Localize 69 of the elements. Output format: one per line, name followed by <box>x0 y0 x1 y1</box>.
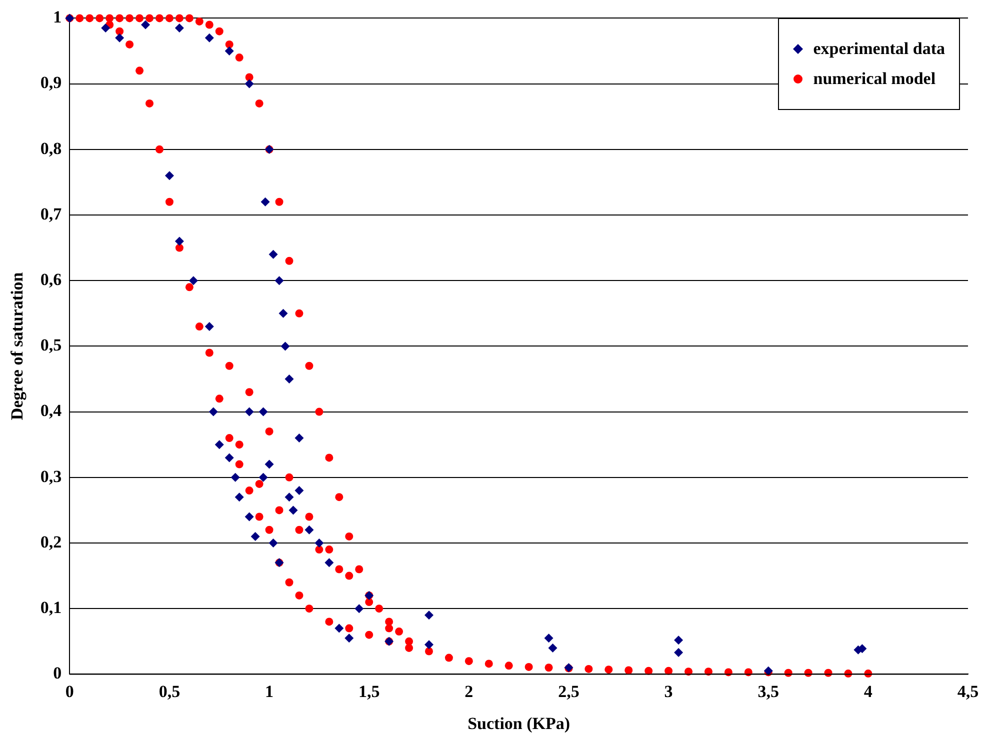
y-tick-label: 0,6 <box>40 270 62 289</box>
point <box>258 407 268 416</box>
point <box>314 538 324 548</box>
y-tick-label: 0,8 <box>40 138 62 158</box>
y-axis-title: Degree of saturation <box>8 272 27 420</box>
x-tick-label: 4 <box>864 682 873 701</box>
point <box>164 171 174 180</box>
x-tick-label: 1,5 <box>358 682 380 701</box>
point <box>230 472 240 482</box>
x-tick-label: 0,5 <box>158 682 180 701</box>
point <box>174 236 184 246</box>
point <box>244 407 254 416</box>
y-tick-label: 0,3 <box>40 466 62 486</box>
legend-label: numerical model <box>813 69 936 90</box>
point <box>304 525 314 534</box>
point <box>101 24 110 33</box>
point <box>204 322 214 332</box>
point <box>294 434 304 443</box>
x-axis-title: Suction (KPa) <box>468 714 570 734</box>
point <box>674 636 684 645</box>
point <box>264 460 274 469</box>
x-tick-label: 4,5 <box>957 682 979 701</box>
point <box>284 374 294 384</box>
point <box>250 532 260 541</box>
point <box>424 640 434 650</box>
point <box>141 20 150 30</box>
y-tick-label: 0,9 <box>40 73 62 92</box>
point <box>224 46 234 56</box>
point <box>280 342 290 351</box>
x-tick-label: 1 <box>265 682 274 701</box>
point <box>244 79 254 88</box>
point <box>674 648 684 658</box>
point <box>424 610 434 620</box>
y-tick-label: 1 <box>53 8 62 27</box>
point <box>188 276 198 286</box>
x-tick-label: 2,5 <box>558 682 580 701</box>
point <box>324 558 334 568</box>
y-tick-label: 0,4 <box>40 401 62 420</box>
point <box>344 634 354 643</box>
point <box>174 24 184 33</box>
point <box>294 486 304 496</box>
y-tick-label: 0 <box>53 664 62 683</box>
point <box>204 33 214 42</box>
point <box>234 492 244 502</box>
point <box>548 643 558 652</box>
point <box>268 250 278 259</box>
point <box>244 512 254 522</box>
y-tick-label: 0,5 <box>40 336 62 355</box>
point <box>544 634 554 643</box>
point <box>274 276 284 286</box>
point <box>260 197 270 206</box>
x-tick-label: 3 <box>664 682 673 701</box>
x-tick-label: 2 <box>464 682 474 701</box>
point <box>224 453 234 462</box>
point <box>115 33 124 42</box>
point <box>288 506 298 515</box>
legend-label: experimental data <box>813 39 945 60</box>
x-tick-label: 3,5 <box>758 682 779 701</box>
point <box>214 440 224 450</box>
y-tick-label: 0,1 <box>40 598 62 617</box>
point <box>258 472 268 482</box>
point <box>208 407 218 416</box>
point <box>354 604 364 614</box>
y-tick-label: 0,2 <box>40 532 62 552</box>
point <box>284 492 294 502</box>
point <box>334 624 344 633</box>
y-tick-label: 0,7 <box>40 204 62 224</box>
point <box>278 308 288 318</box>
point <box>268 538 278 548</box>
